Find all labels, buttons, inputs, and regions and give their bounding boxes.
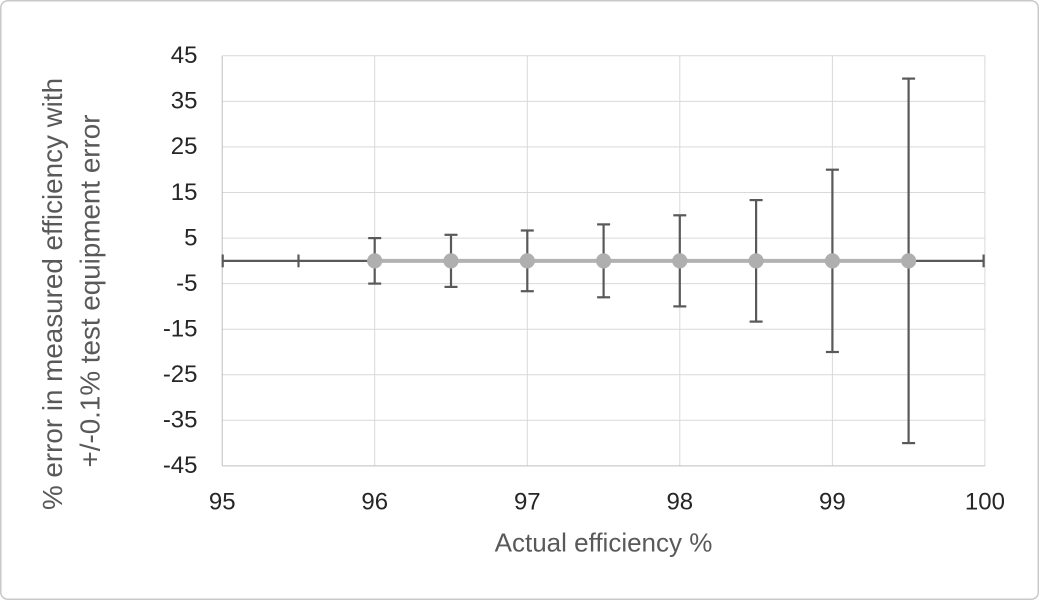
svg-text:15: 15	[171, 179, 198, 206]
svg-text:97: 97	[514, 489, 541, 516]
svg-text:-5: -5	[176, 270, 197, 297]
svg-text:35: 35	[171, 88, 198, 115]
svg-text:25: 25	[171, 133, 198, 160]
svg-text:-35: -35	[163, 407, 198, 434]
svg-text:-45: -45	[163, 452, 198, 479]
svg-text:95: 95	[209, 489, 236, 516]
svg-text:-25: -25	[163, 361, 198, 388]
svg-text:98: 98	[666, 489, 693, 516]
svg-text:% error in measured efficiency: % error in measured efficiency with	[37, 78, 68, 510]
svg-text:96: 96	[361, 489, 388, 516]
svg-text:100: 100	[965, 489, 1005, 516]
svg-text:Actual efficiency %: Actual efficiency %	[495, 528, 713, 558]
svg-text:5: 5	[184, 224, 197, 251]
svg-text:99: 99	[819, 489, 846, 516]
svg-text:45: 45	[171, 42, 198, 69]
svg-text:-15: -15	[163, 316, 198, 343]
svg-text:+/-0.1% test equipment error: +/-0.1% test equipment error	[75, 114, 106, 467]
